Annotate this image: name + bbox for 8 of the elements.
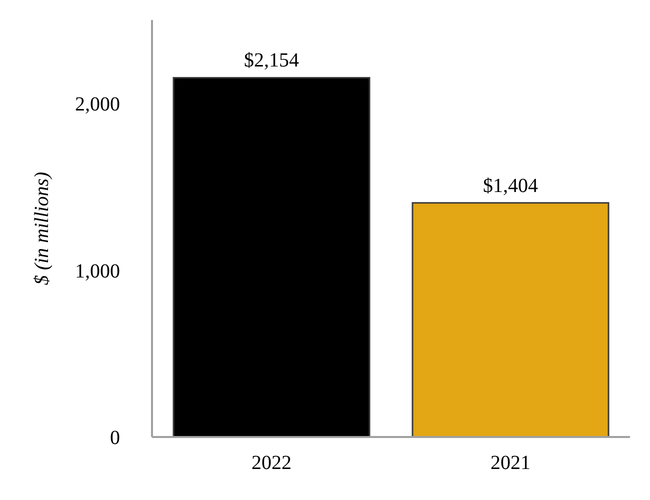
x-tick-label: 2021 — [490, 452, 530, 474]
y-axis-title: $ (in millions) — [31, 172, 53, 286]
data-label: $1,404 — [483, 174, 538, 197]
y-tick-label: 0 — [110, 427, 120, 450]
y-tick-label: 1,000 — [75, 260, 120, 282]
x-tick-label: 2022 — [252, 452, 292, 474]
y-tick-label: 2,000 — [75, 94, 120, 116]
data-label: $2,154 — [244, 50, 300, 72]
